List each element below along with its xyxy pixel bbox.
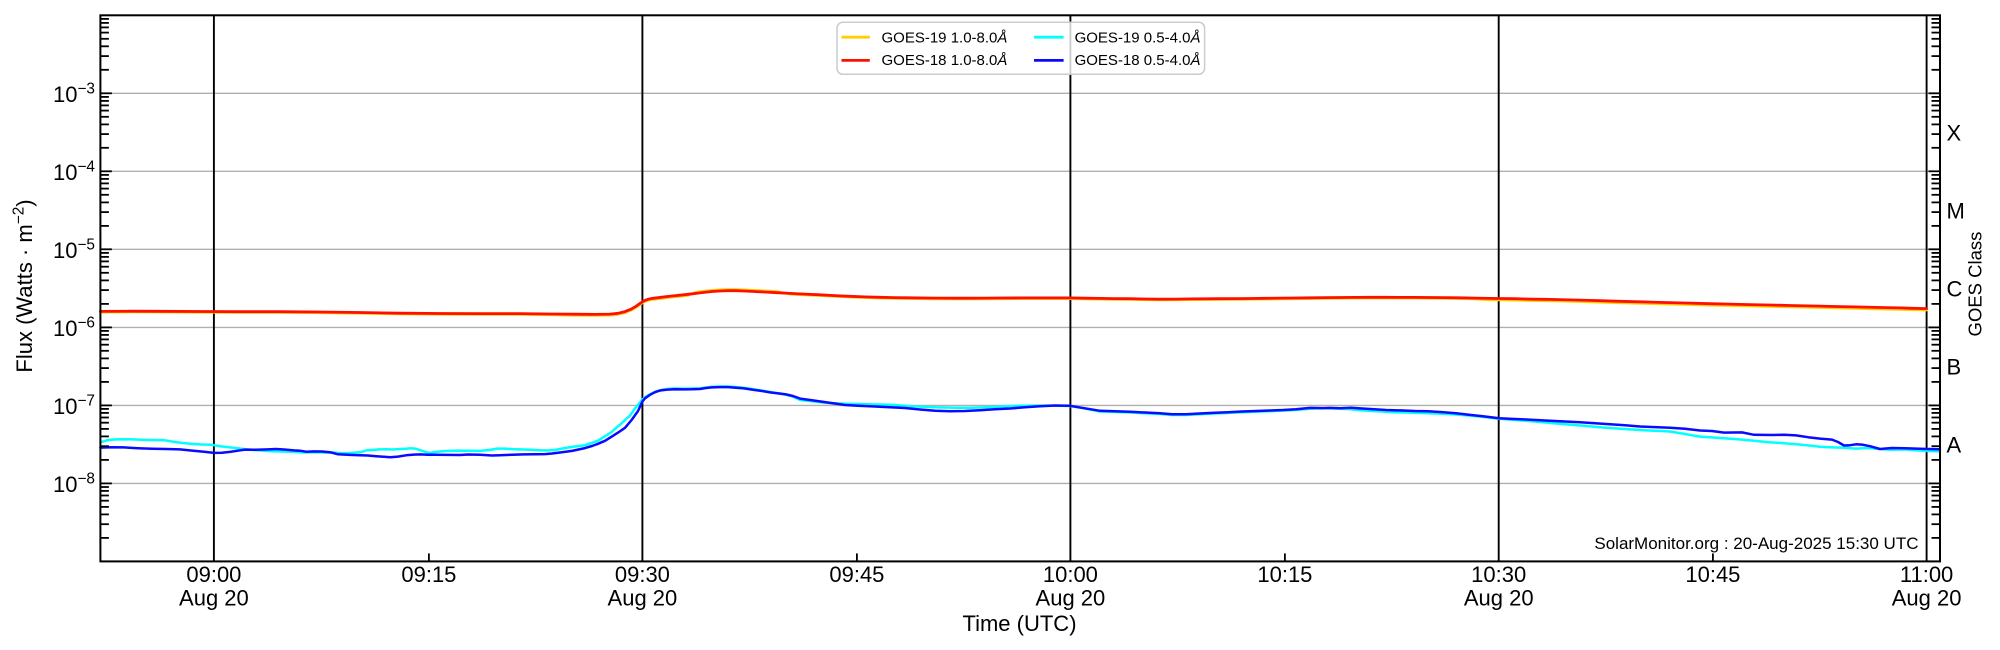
svg-text:GOES-19 0.5-4.0Å: GOES-19 0.5-4.0Å bbox=[1075, 29, 1201, 46]
svg-text:Aug 20: Aug 20 bbox=[1464, 585, 1534, 610]
svg-text:10−4: 10−4 bbox=[53, 158, 95, 185]
svg-text:Aug 20: Aug 20 bbox=[1036, 585, 1106, 610]
svg-text:Aug 20: Aug 20 bbox=[608, 585, 678, 610]
svg-text:GOES Class: GOES Class bbox=[1965, 232, 1986, 337]
svg-text:09:15: 09:15 bbox=[401, 562, 456, 587]
svg-text:Time (UTC): Time (UTC) bbox=[962, 611, 1076, 636]
svg-text:M: M bbox=[1947, 198, 1965, 223]
svg-text:09:30: 09:30 bbox=[615, 562, 670, 587]
svg-text:10−6: 10−6 bbox=[53, 314, 95, 341]
svg-text:SolarMonitor.org : 20-Aug-2025: SolarMonitor.org : 20-Aug-2025 15:30 UTC bbox=[1594, 534, 1918, 553]
svg-text:GOES-18 1.0-8.0Å: GOES-18 1.0-8.0Å bbox=[882, 52, 1008, 69]
svg-text:Flux (Watts · m−2): Flux (Watts · m−2) bbox=[10, 199, 37, 372]
svg-text:B: B bbox=[1947, 354, 1962, 379]
svg-text:GOES-18 0.5-4.0Å: GOES-18 0.5-4.0Å bbox=[1075, 52, 1201, 69]
svg-text:09:00: 09:00 bbox=[186, 562, 241, 587]
svg-text:GOES-19 1.0-8.0Å: GOES-19 1.0-8.0Å bbox=[882, 29, 1008, 46]
svg-text:10:15: 10:15 bbox=[1257, 562, 1312, 587]
svg-text:C: C bbox=[1947, 276, 1963, 301]
svg-text:Aug 20: Aug 20 bbox=[179, 585, 249, 610]
svg-text:10:30: 10:30 bbox=[1471, 562, 1526, 587]
svg-text:X: X bbox=[1947, 120, 1962, 145]
svg-text:A: A bbox=[1947, 432, 1962, 457]
svg-text:Aug 20: Aug 20 bbox=[1892, 585, 1962, 610]
svg-text:09:45: 09:45 bbox=[829, 562, 884, 587]
svg-text:11:00: 11:00 bbox=[1900, 562, 1953, 587]
svg-text:10:00: 10:00 bbox=[1043, 562, 1098, 587]
svg-text:10:45: 10:45 bbox=[1685, 562, 1740, 587]
